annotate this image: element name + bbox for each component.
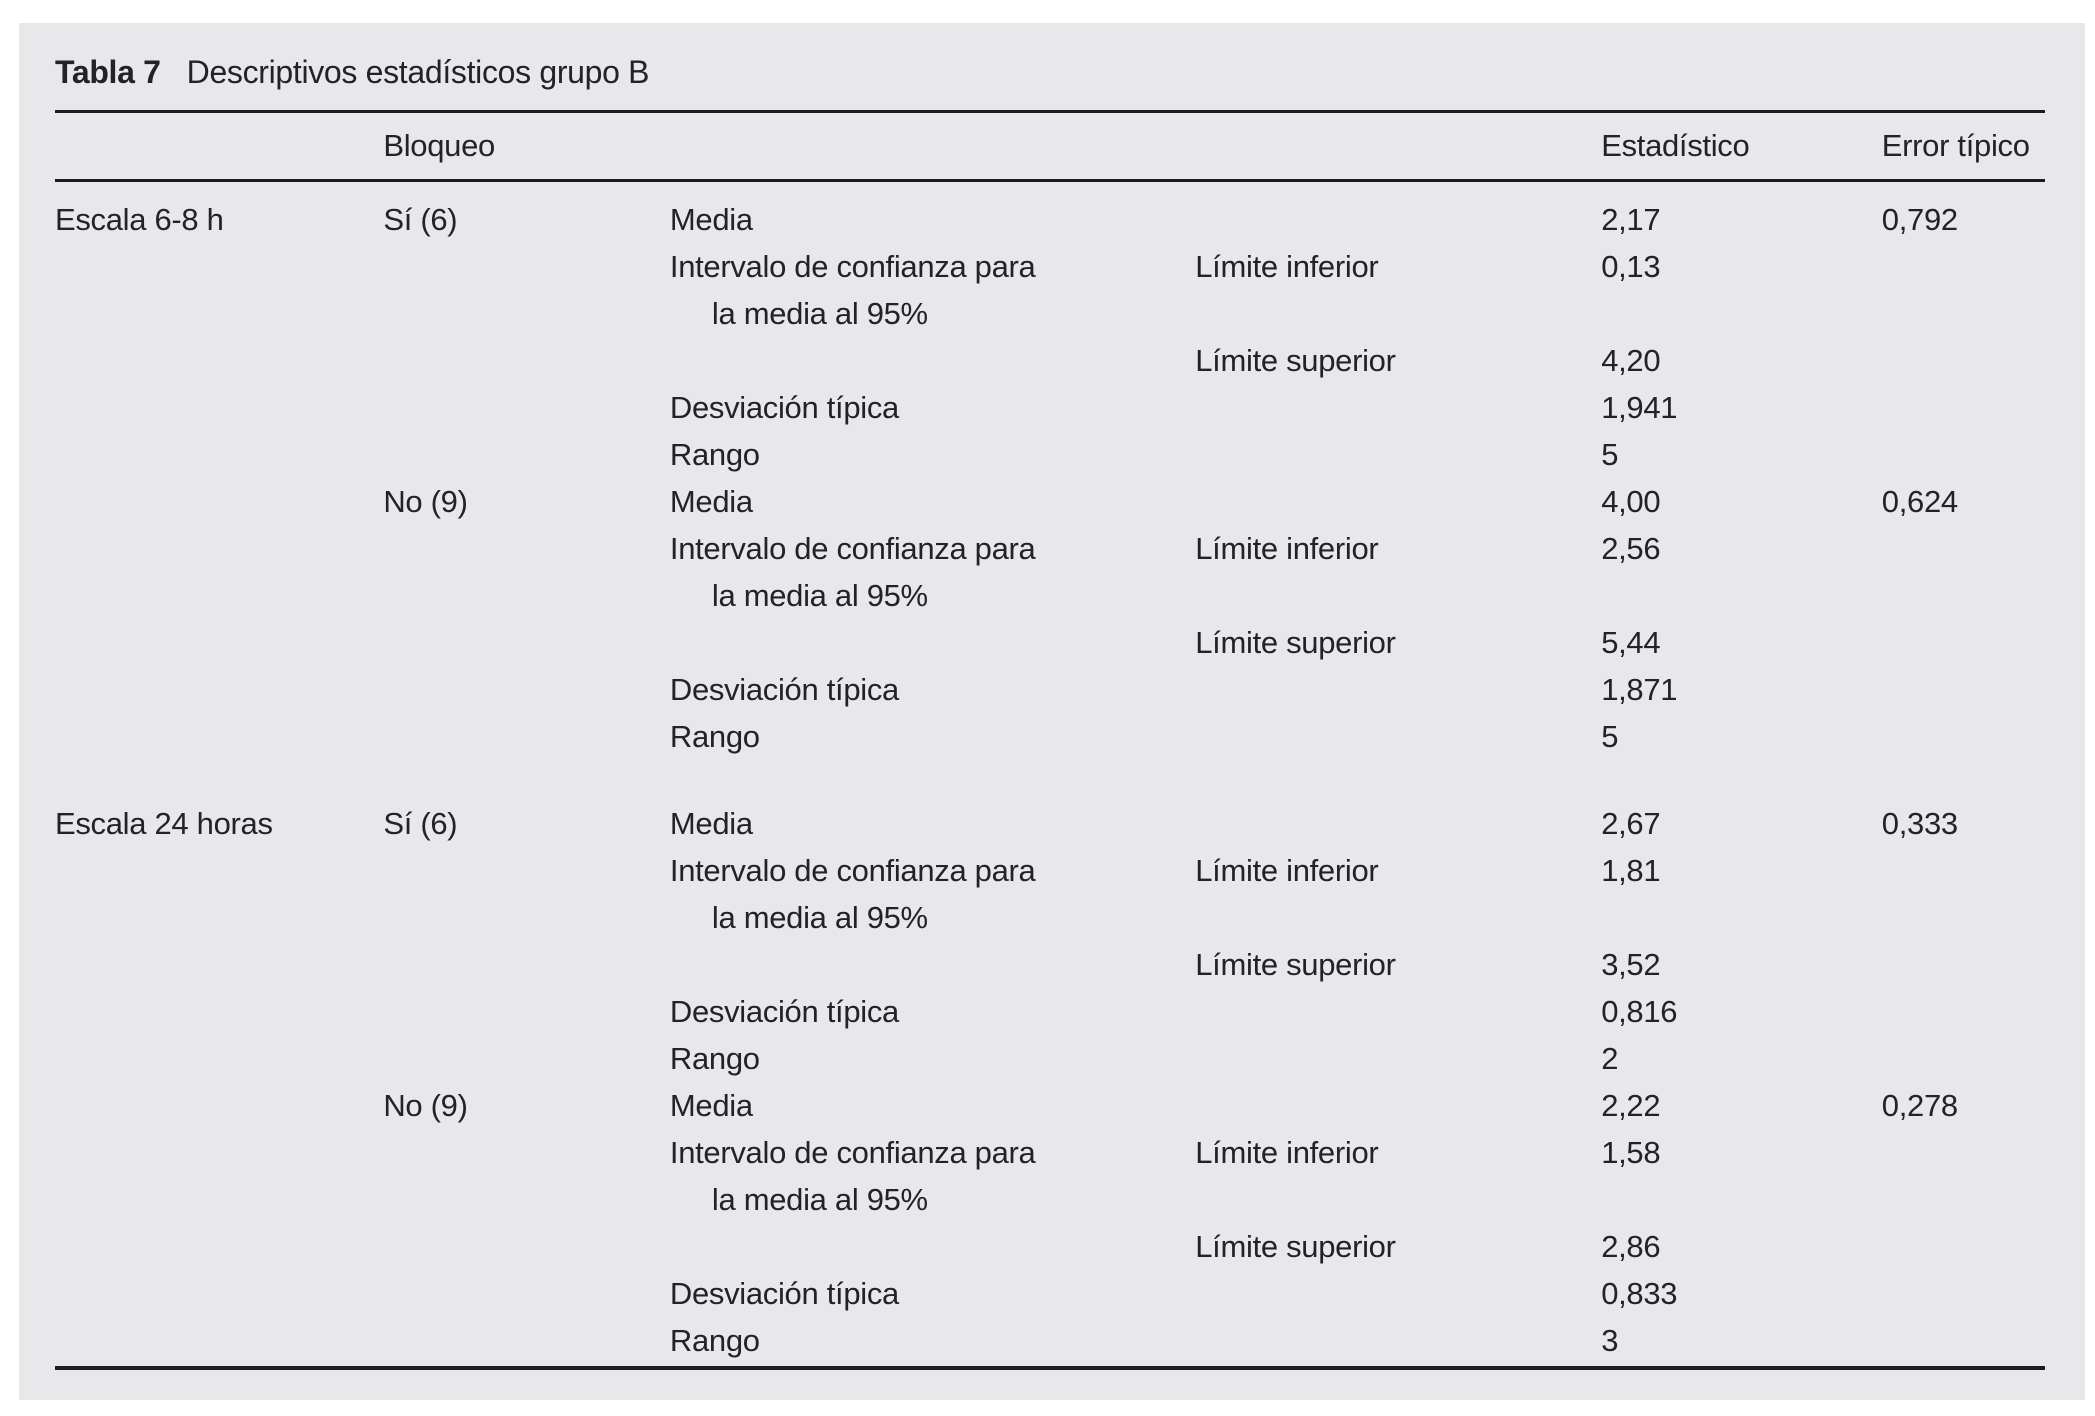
cell-error-value: 0,624 — [1881, 483, 1958, 519]
cell-statistic-label: Intervalo de confianza para — [669, 1134, 1036, 1170]
table-row: Intervalo de confianza para Límite infer… — [55, 847, 2045, 894]
table-row: Rango 5 — [55, 713, 2045, 760]
cell-statistic-label: Desviación típica — [669, 1275, 899, 1311]
cell-statistic-value: 1,941 — [1601, 389, 1678, 425]
cell-statistic-label: Rango — [669, 718, 760, 754]
table-row: Intervalo de confianza para Límite infer… — [55, 1129, 2045, 1176]
table-row: Desviación típica 0,816 — [55, 988, 2045, 1035]
table-row: Rango 3 — [55, 1317, 2045, 1364]
cell-statistic-value: 5 — [1601, 436, 1619, 472]
cell-statistic-value: 4,00 — [1601, 483, 1661, 519]
cell-error-value: 0,333 — [1881, 805, 1958, 841]
cell-statistic-value: 0,833 — [1601, 1275, 1678, 1311]
table-row: Desviación típica 0,833 — [55, 1270, 2045, 1317]
cell-statistic-label: Rango — [669, 1322, 760, 1358]
cell-statistic-label: Media — [669, 201, 753, 237]
header-bloqueo: Bloqueo — [383, 128, 495, 163]
cell-limit-label: Límite superior — [1195, 624, 1396, 660]
table-row: Límite superior 5,44 — [55, 619, 2045, 666]
table-header-row: Bloqueo Estadístico Error típico — [55, 113, 2045, 179]
cell-statistic-label: la media al 95% — [711, 1181, 928, 1217]
cell-statistic-label: Media — [669, 483, 753, 519]
cell-statistic-value: 2,86 — [1601, 1228, 1661, 1264]
cell-statistic-value: 1,81 — [1601, 852, 1661, 888]
cell-limit-label: Límite superior — [1195, 342, 1396, 378]
cell-statistic-value: 5 — [1601, 718, 1619, 754]
cell-limit-label: Límite inferior — [1195, 1134, 1379, 1170]
table-title-text: Descriptivos estadísticos grupo B — [186, 54, 650, 90]
cell-statistic-value: 2 — [1601, 1040, 1619, 1076]
header-estadistico: Estadístico — [1601, 128, 1750, 163]
table-row: Rango 5 — [55, 431, 2045, 478]
table-spacer-row — [55, 760, 2045, 800]
cell-bloqueo-value: Sí (6) — [383, 201, 458, 237]
cell-scale-label: Escala 24 horas — [55, 805, 273, 841]
table-row: Intervalo de confianza para Límite infer… — [55, 525, 2045, 572]
cell-statistic-label: Intervalo de confianza para — [669, 530, 1036, 566]
cell-statistic-label: la media al 95% — [711, 577, 928, 613]
cell-limit-label: Límite inferior — [1195, 530, 1379, 566]
rule-below-header — [55, 179, 2045, 182]
cell-statistic-value: 0,13 — [1601, 248, 1661, 284]
cell-statistic-label: la media al 95% — [711, 295, 928, 331]
cell-bloqueo-value: Sí (6) — [383, 805, 458, 841]
cell-statistic-label: Rango — [669, 436, 760, 472]
cell-statistic-label: Media — [669, 805, 753, 841]
cell-statistic-label: Intervalo de confianza para — [669, 852, 1036, 888]
cell-statistic-label: Intervalo de confianza para — [669, 248, 1036, 284]
cell-statistic-label: Desviación típica — [669, 993, 899, 1029]
cell-statistic-label: Rango — [669, 1040, 760, 1076]
cell-statistic-value: 1,58 — [1601, 1134, 1661, 1170]
table-row: Desviación típica 1,871 — [55, 666, 2045, 713]
table-row: Desviación típica 1,941 — [55, 384, 2045, 431]
cell-statistic-label: la media al 95% — [711, 899, 928, 935]
cell-statistic-value: 2,22 — [1601, 1087, 1661, 1123]
cell-statistic-value: 1,871 — [1601, 671, 1678, 707]
table-row: Límite superior 2,86 — [55, 1223, 2045, 1270]
cell-statistic-value: 4,20 — [1601, 342, 1661, 378]
table-panel: Tabla 7 Descriptivos estadísticos grupo B… — [19, 23, 2085, 1400]
cell-limit-label: Límite inferior — [1195, 248, 1379, 284]
table-body: Escala 6-8 h Sí (6) Media 2,17 0,792 Int… — [55, 182, 2045, 1366]
table-title: Tabla 7 Descriptivos estadísticos grupo B — [55, 52, 2045, 92]
cell-statistic-value: 2,56 — [1601, 530, 1661, 566]
table-row: la media al 95% — [55, 894, 2045, 941]
header-error-tipico: Error típico — [1881, 128, 2030, 163]
table-row: No (9) Media 4,00 0,624 — [55, 478, 2045, 525]
table-row: Escala 6-8 h Sí (6) Media 2,17 0,792 — [55, 196, 2045, 243]
cell-limit-label: Límite superior — [1195, 946, 1396, 982]
cell-statistic-label: Desviación típica — [669, 671, 899, 707]
cell-limit-label: Límite superior — [1195, 1228, 1396, 1264]
cell-scale-label: Escala 6-8 h — [55, 201, 224, 237]
table-row: la media al 95% — [55, 290, 2045, 337]
table-number-label: Tabla 7 — [55, 54, 161, 90]
cell-statistic-value: 3,52 — [1601, 946, 1661, 982]
table-row: la media al 95% — [55, 572, 2045, 619]
cell-statistic-value: 2,17 — [1601, 201, 1661, 237]
cell-statistic-value: 2,67 — [1601, 805, 1661, 841]
rule-table-bottom — [55, 1366, 2045, 1370]
cell-error-value: 0,792 — [1881, 201, 1958, 237]
table-row: la media al 95% — [55, 1176, 2045, 1223]
cell-statistic-value: 0,816 — [1601, 993, 1678, 1029]
table-row: No (9) Media 2,22 0,278 — [55, 1082, 2045, 1129]
table-row: Rango 2 — [55, 1035, 2045, 1082]
cell-bloqueo-value: No (9) — [383, 483, 468, 519]
cell-statistic-value: 3 — [1601, 1322, 1619, 1358]
cell-error-value: 0,278 — [1881, 1087, 1958, 1123]
cell-statistic-label: Media — [669, 1087, 753, 1123]
cell-limit-label: Límite inferior — [1195, 852, 1379, 888]
table-row: Límite superior 4,20 — [55, 337, 2045, 384]
cell-bloqueo-value: No (9) — [383, 1087, 468, 1123]
table-row: Escala 24 horas Sí (6) Media 2,67 0,333 — [55, 800, 2045, 847]
table-row: Intervalo de confianza para Límite infer… — [55, 243, 2045, 290]
rule-above-header — [55, 110, 2045, 113]
cell-statistic-label: Desviación típica — [669, 389, 899, 425]
cell-statistic-value: 5,44 — [1601, 624, 1661, 660]
table-row: Límite superior 3,52 — [55, 941, 2045, 988]
